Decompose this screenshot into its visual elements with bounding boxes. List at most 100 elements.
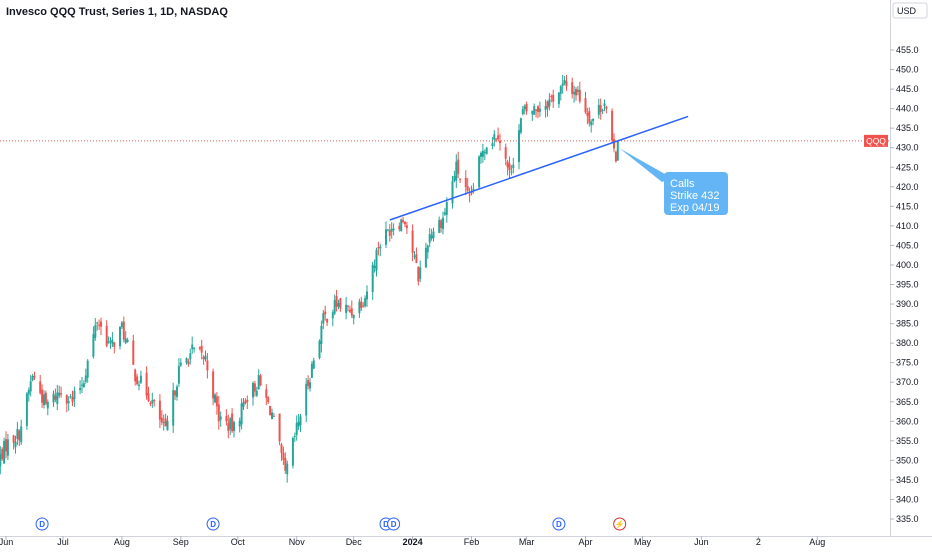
callout-box[interactable]: [664, 172, 728, 215]
candle: [215, 392, 218, 415]
earnings-label: ⚡: [615, 519, 625, 529]
candle: [347, 305, 349, 312]
candle-body: [309, 382, 311, 389]
candle-body: [124, 338, 127, 344]
x-tick-label: Sep: [173, 537, 189, 547]
candle: [84, 368, 87, 384]
candle-body: [166, 420, 169, 431]
dividend-marker[interactable]: D: [552, 517, 566, 531]
candle: [508, 156, 511, 179]
candle-body: [601, 109, 604, 111]
candle: [472, 183, 475, 194]
candle-body: [31, 375, 34, 381]
x-tick-label: Apr: [578, 537, 592, 547]
candle: [563, 76, 566, 86]
candle-body: [200, 345, 203, 353]
currency-label[interactable]: USD: [897, 6, 917, 16]
y-tick-label: 400.0: [896, 260, 919, 270]
dividend-circle[interactable]: [552, 517, 566, 531]
candle: [451, 175, 454, 209]
candle: [318, 339, 321, 360]
dividend-marker[interactable]: D: [35, 517, 49, 531]
candle: [113, 341, 116, 354]
candle-body: [499, 140, 501, 144]
candle: [335, 289, 338, 312]
candle-body: [0, 453, 2, 467]
candle-body: [198, 346, 201, 349]
candle: [179, 358, 182, 367]
candle-body: [6, 439, 9, 456]
candle-body: [217, 404, 220, 422]
candle-body: [136, 376, 139, 385]
candle-body: [417, 267, 420, 282]
candle: [176, 384, 178, 401]
candle: [284, 452, 287, 474]
candle: [299, 413, 302, 432]
candle-body: [27, 389, 30, 395]
candle-body: [172, 390, 175, 426]
candle: [402, 216, 405, 224]
candle-body: [291, 438, 294, 466]
candle-body: [244, 400, 247, 404]
candle: [134, 368, 137, 386]
dividend-circle[interactable]: [35, 517, 49, 531]
candle: [521, 105, 524, 116]
candle: [322, 309, 325, 329]
candle-body: [151, 400, 154, 404]
candle-body: [388, 230, 391, 236]
candle: [233, 420, 235, 438]
candle: [331, 309, 334, 327]
candle: [333, 294, 336, 316]
symbol-tag-label[interactable]: QQQ: [866, 136, 886, 146]
dividend-marker[interactable]: D: [206, 517, 220, 531]
dividend-circle[interactable]: [206, 517, 220, 531]
earnings-circle[interactable]: [613, 517, 627, 531]
trendline[interactable]: [389, 115, 689, 221]
candle-body: [280, 444, 283, 453]
candle: [385, 221, 387, 248]
candle: [457, 151, 460, 179]
candle: [519, 117, 522, 135]
candle: [271, 408, 273, 420]
currency-box[interactable]: [892, 2, 928, 19]
candle-body: [231, 413, 234, 432]
candle: [352, 314, 355, 325]
candle-body: [339, 298, 342, 309]
candle-body: [18, 430, 21, 441]
candle-body: [512, 164, 515, 169]
candle: [573, 85, 576, 103]
candle-body: [225, 416, 228, 422]
candle: [405, 221, 408, 235]
dividend-circle[interactable]: [387, 517, 401, 531]
y-tick-label: 410.0: [896, 221, 919, 231]
candle: [153, 398, 156, 407]
candle-body: [443, 212, 446, 215]
candle: [189, 348, 192, 365]
candle: [136, 373, 139, 386]
candle: [132, 334, 135, 365]
dividend-label: D: [391, 520, 397, 529]
dividend-marker[interactable]: D: [387, 517, 401, 531]
candle-body: [267, 397, 270, 403]
candle: [246, 395, 249, 410]
candle: [603, 99, 606, 112]
candle: [459, 178, 462, 184]
candle: [470, 185, 473, 196]
symbol-tag[interactable]: [864, 134, 888, 147]
candle: [79, 380, 82, 395]
y-tick-label: 395.0: [896, 280, 919, 290]
price-axis[interactable]: [890, 0, 932, 550]
earnings-marker[interactable]: ⚡: [613, 517, 627, 531]
candle-body: [466, 186, 469, 191]
candle: [531, 110, 534, 121]
candle: [307, 375, 310, 390]
candle: [426, 244, 429, 259]
candle-body: [468, 194, 471, 196]
candle-body: [485, 147, 488, 154]
candle: [206, 352, 209, 379]
candle-body: [269, 405, 272, 416]
candle: [375, 247, 378, 277]
